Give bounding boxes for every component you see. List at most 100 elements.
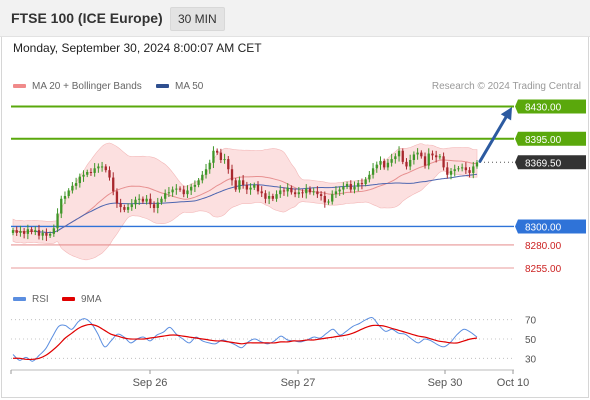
projection [478, 107, 513, 163]
level-lines [11, 105, 514, 269]
candle-body [164, 193, 167, 199]
candle-body [67, 190, 70, 196]
candle-body [275, 194, 278, 199]
candle-body [405, 161, 408, 167]
candle-body [78, 176, 81, 184]
candle-body [331, 194, 334, 202]
candle-body [178, 188, 182, 190]
candle-body [193, 184, 197, 187]
candle-body [112, 177, 115, 192]
candle-body [282, 190, 286, 192]
candle-body [449, 171, 453, 175]
chart-header: FTSE 100 (ICE Europe) 30 MIN [0, 0, 590, 37]
candle-body [379, 160, 382, 165]
candle-body [19, 231, 22, 233]
chart-frame [1, 37, 589, 398]
candle-body [100, 166, 104, 168]
candle-body [342, 186, 345, 190]
candle-body [279, 190, 282, 195]
candle-body [123, 207, 126, 210]
candle-body [256, 184, 260, 192]
candle-body [338, 189, 341, 192]
level-label: 8280.00 [525, 241, 562, 252]
candle-body [115, 191, 119, 204]
rsi-tick-label: 70 [525, 316, 537, 327]
legend-ma20-label: MA 20 + Bollinger Bands [32, 81, 142, 92]
candle-body [126, 207, 130, 210]
bollinger-band-area [12, 142, 478, 261]
interval-button[interactable]: 30 MIN [170, 7, 225, 31]
candle-body [26, 229, 29, 234]
candle-body [249, 187, 252, 190]
candle-body [319, 194, 323, 196]
candle-body [104, 166, 107, 171]
candle-body [453, 169, 456, 172]
candle-body [353, 186, 356, 190]
candle-body [52, 228, 55, 234]
candle-body [223, 159, 226, 161]
candle-body [412, 154, 416, 160]
candle-body [323, 196, 326, 203]
level-label: 8430.00 [525, 102, 562, 113]
candle-body [364, 179, 367, 184]
candle-body [11, 230, 15, 233]
candle-body [267, 196, 271, 199]
candle-body [301, 192, 304, 194]
timestamp: Monday, September 30, 2024 8:00:07 AM CE… [13, 41, 262, 55]
candle-body [305, 188, 308, 194]
moving-averages [12, 159, 478, 233]
candle-body [442, 156, 445, 168]
candle-body [186, 190, 189, 195]
candle-body [431, 153, 434, 156]
candle-body [82, 174, 85, 177]
bollinger-band [12, 142, 478, 261]
level-tag-box [515, 219, 586, 234]
candle-body [386, 162, 390, 168]
x-tick-label: Sep 30 [428, 377, 463, 389]
copyright-text: Research © 2024 Trading Central [431, 81, 581, 92]
rsi-tick-label: 30 [525, 354, 537, 365]
candle-body [86, 172, 89, 175]
ma20-swatch-icon [13, 84, 26, 89]
candle-body [37, 230, 41, 236]
candle-body [461, 167, 464, 169]
candle-body [138, 198, 141, 200]
level-tag-box [515, 99, 586, 114]
level-label: 8300.00 [525, 222, 562, 233]
candle-body [230, 169, 234, 181]
candle-body [45, 232, 48, 236]
candle-body [360, 183, 364, 185]
candle-body [149, 198, 152, 205]
candle-body [297, 192, 300, 195]
candle-body [349, 184, 352, 190]
legend-ma50-label: MA 50 [175, 81, 204, 92]
x-tick-label: Oct 10 [497, 377, 529, 389]
rsi-swatch-icon [13, 297, 26, 302]
candle-body [182, 189, 185, 195]
legend-rsi: RSI [13, 294, 49, 305]
candle-body [464, 167, 468, 171]
candle-body [245, 184, 249, 190]
candle-body [371, 168, 375, 175]
candle-body [56, 213, 59, 229]
candle-body [397, 150, 401, 157]
level-label: 8255.00 [525, 264, 562, 275]
rsi-line [12, 316, 478, 362]
candle-body [63, 196, 67, 199]
candle-body [97, 166, 100, 169]
candle-body [475, 162, 479, 167]
legend-ma20: MA 20 + Bollinger Bands [13, 81, 142, 92]
candle-body [141, 198, 145, 202]
rsi-panel: 70 50 30 [11, 316, 537, 365]
level-tag-box [515, 155, 586, 170]
candle-body [375, 164, 378, 169]
candle-body [175, 188, 178, 190]
rsi-tick-label: 50 [525, 335, 537, 346]
legend-9ma: 9MA [62, 294, 102, 305]
candle-body [253, 184, 256, 188]
candle-body [293, 192, 297, 195]
candle-body [119, 203, 122, 208]
level-label: 8369.50 [525, 158, 562, 169]
candle-body [286, 187, 289, 192]
candle-body [208, 162, 211, 170]
